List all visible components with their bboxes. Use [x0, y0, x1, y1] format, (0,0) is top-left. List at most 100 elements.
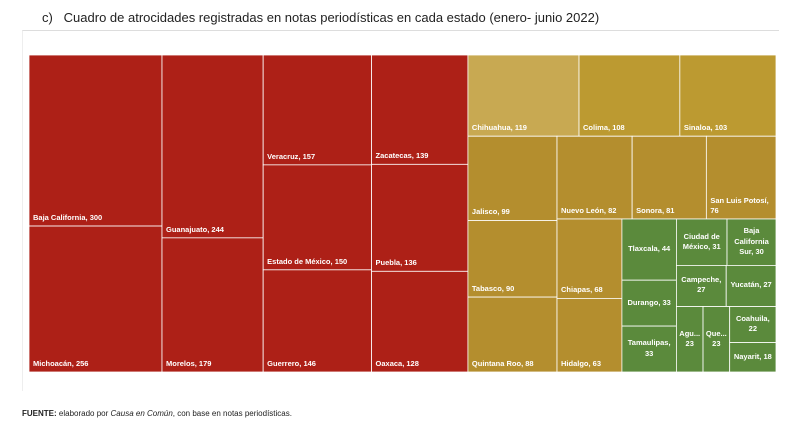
- cell-label: Hidalgo, 63: [557, 298, 622, 372]
- cell-value: 33: [644, 348, 654, 358]
- cell-label-text: Ciudad de México, 31: [682, 231, 721, 251]
- treemap-cell: [676, 218, 728, 266]
- treemap-cell: [28, 54, 163, 227]
- cell-name: Colima: [583, 123, 609, 133]
- treemap-cell: [726, 218, 777, 266]
- cell-value: 27: [763, 280, 772, 290]
- cell-value: 99: [501, 207, 510, 217]
- cell-label: Chiapas, 68: [557, 219, 622, 298]
- cell-value: 90: [505, 283, 515, 293]
- cell-label-text: Tamaulipas, 33: [627, 338, 671, 358]
- cell-label-text: Baja California, 300: [33, 212, 103, 222]
- cell-label-text: Zacatecas, 139: [375, 151, 429, 161]
- cell-value: 44: [661, 243, 671, 253]
- cell-value: 300: [89, 212, 103, 222]
- cell-name: Sonora: [636, 205, 662, 215]
- cell-label: Agu... 23: [676, 307, 703, 372]
- treemap-cell: [702, 306, 731, 373]
- treemap-cell: [262, 54, 372, 166]
- footer-text: elaborado por: [58, 409, 109, 418]
- cell-name: Guerrero: [267, 358, 300, 368]
- treemap-cell: [621, 218, 677, 281]
- cell-label-box: Coahuila, 22: [730, 307, 776, 343]
- cell-name: Puebla: [375, 258, 401, 268]
- footer: FUENTE: elaborado por Causa en Común, co…: [22, 409, 292, 418]
- cell-label-box: Jalisco, 99: [472, 207, 510, 217]
- cell-label: Zacatecas, 139: [372, 55, 468, 164]
- cell-name: Chihuahua: [471, 123, 511, 133]
- cell-label: Ciudad de México, 31: [676, 219, 727, 265]
- cell-label-text: Nuevo León, 82: [560, 205, 617, 215]
- cell-label: Guerrero, 146: [263, 270, 371, 372]
- cell-name: Nuevo León: [560, 205, 604, 215]
- cell-label-box: Tabasco, 90: [471, 283, 515, 293]
- cell-label-box: Baja California Sur, 30: [734, 226, 769, 256]
- cell-label-box: Veracruz, 157: [263, 55, 371, 165]
- cell-value: 68: [594, 285, 603, 295]
- cell-name: Ciudad de México: [682, 231, 720, 251]
- cell-label: Coahuila, 22: [730, 307, 776, 343]
- cell-label: Veracruz, 157: [263, 55, 371, 165]
- treemap-cell: [371, 163, 469, 272]
- cell-value: 31: [712, 241, 721, 251]
- treemap-cell: [679, 54, 777, 137]
- cell-value: 30: [755, 246, 764, 256]
- cell-value: 108: [612, 123, 625, 133]
- treemap-cell: [262, 164, 372, 271]
- cell-label-box: Guerrero, 146: [263, 270, 371, 372]
- cell-name: Baja California: [33, 212, 86, 222]
- cell-label-box: Durango, 33: [622, 280, 677, 326]
- cell-name: Sinaloa: [683, 123, 711, 133]
- treemap-cell: [621, 325, 677, 373]
- cell-label: Baja California, 300: [29, 55, 162, 226]
- cell-label-box: Sinaloa, 103: [680, 55, 776, 136]
- cell-label: Que... 23: [703, 307, 730, 372]
- cell-value: 81: [666, 205, 675, 215]
- cell-label: Estado de México, 150: [263, 165, 371, 270]
- cell-name: Coahuila: [735, 313, 768, 323]
- cell-label: Oaxaca, 128: [372, 271, 468, 372]
- cell-value: 139: [415, 151, 429, 161]
- cell-label-box: Ciudad de México, 31: [676, 219, 727, 265]
- cell-label-text: Guanajuato, 244: [165, 224, 224, 234]
- cell-value: 33: [662, 297, 671, 307]
- cell-label: Chihuahua, 119: [468, 55, 579, 136]
- cell-label-box: Quintana Roo, 88: [471, 358, 534, 368]
- cell-label-text: Durango, 33: [627, 297, 671, 307]
- cell-label-box: Colima, 108: [583, 123, 625, 133]
- cell-label-text: Colima, 108: [583, 123, 625, 133]
- cell-value: 119: [514, 123, 527, 133]
- cell-label-box: Zacatecas, 139: [372, 55, 468, 164]
- cell-label-text: Oaxaca, 128: [375, 358, 419, 368]
- cell-label-box: Campeche, 27: [681, 275, 721, 294]
- cell-name: Tabasco: [471, 283, 502, 293]
- cell-name: Nayarit: [733, 351, 760, 361]
- cell-label-box: Nayarit, 18: [730, 343, 776, 372]
- cell-value: 82: [608, 205, 617, 215]
- cell-label-box: Sonora, 81: [636, 205, 675, 215]
- cell-label-box: Chihuahua, 119: [468, 55, 579, 136]
- cell-value: 256: [75, 358, 89, 368]
- cell-label-box: Puebla, 136: [375, 258, 417, 268]
- cell-label: Sinaloa, 103: [680, 55, 776, 136]
- cell-label: Nayarit, 18: [730, 343, 776, 372]
- cell-label-box: Tlaxcala, 44: [628, 243, 671, 253]
- cell-name: Quintana Roo: [471, 358, 522, 368]
- treemap-cell: [621, 279, 677, 327]
- cell-label-text: Sonora, 81: [636, 205, 675, 215]
- cell-label-text: Veracruz, 157: [267, 151, 316, 161]
- cell-name: Durango: [627, 297, 659, 307]
- cell-label-box: Hidalgo, 63: [557, 298, 622, 372]
- treemap-cell: [725, 265, 777, 307]
- cell-label-box: Morelos, 179: [166, 359, 211, 368]
- cell-name: Que...: [705, 328, 727, 338]
- cell-value: 146: [303, 358, 316, 368]
- cell-label-text: Chihuahua, 119: [471, 123, 527, 133]
- cell-value: 23: [685, 338, 694, 348]
- cell-label-box: Oaxaca, 128: [372, 271, 468, 372]
- cell-value: 157: [302, 151, 316, 161]
- cell-label: Durango, 33: [622, 280, 677, 326]
- cell-value: 136: [404, 258, 417, 268]
